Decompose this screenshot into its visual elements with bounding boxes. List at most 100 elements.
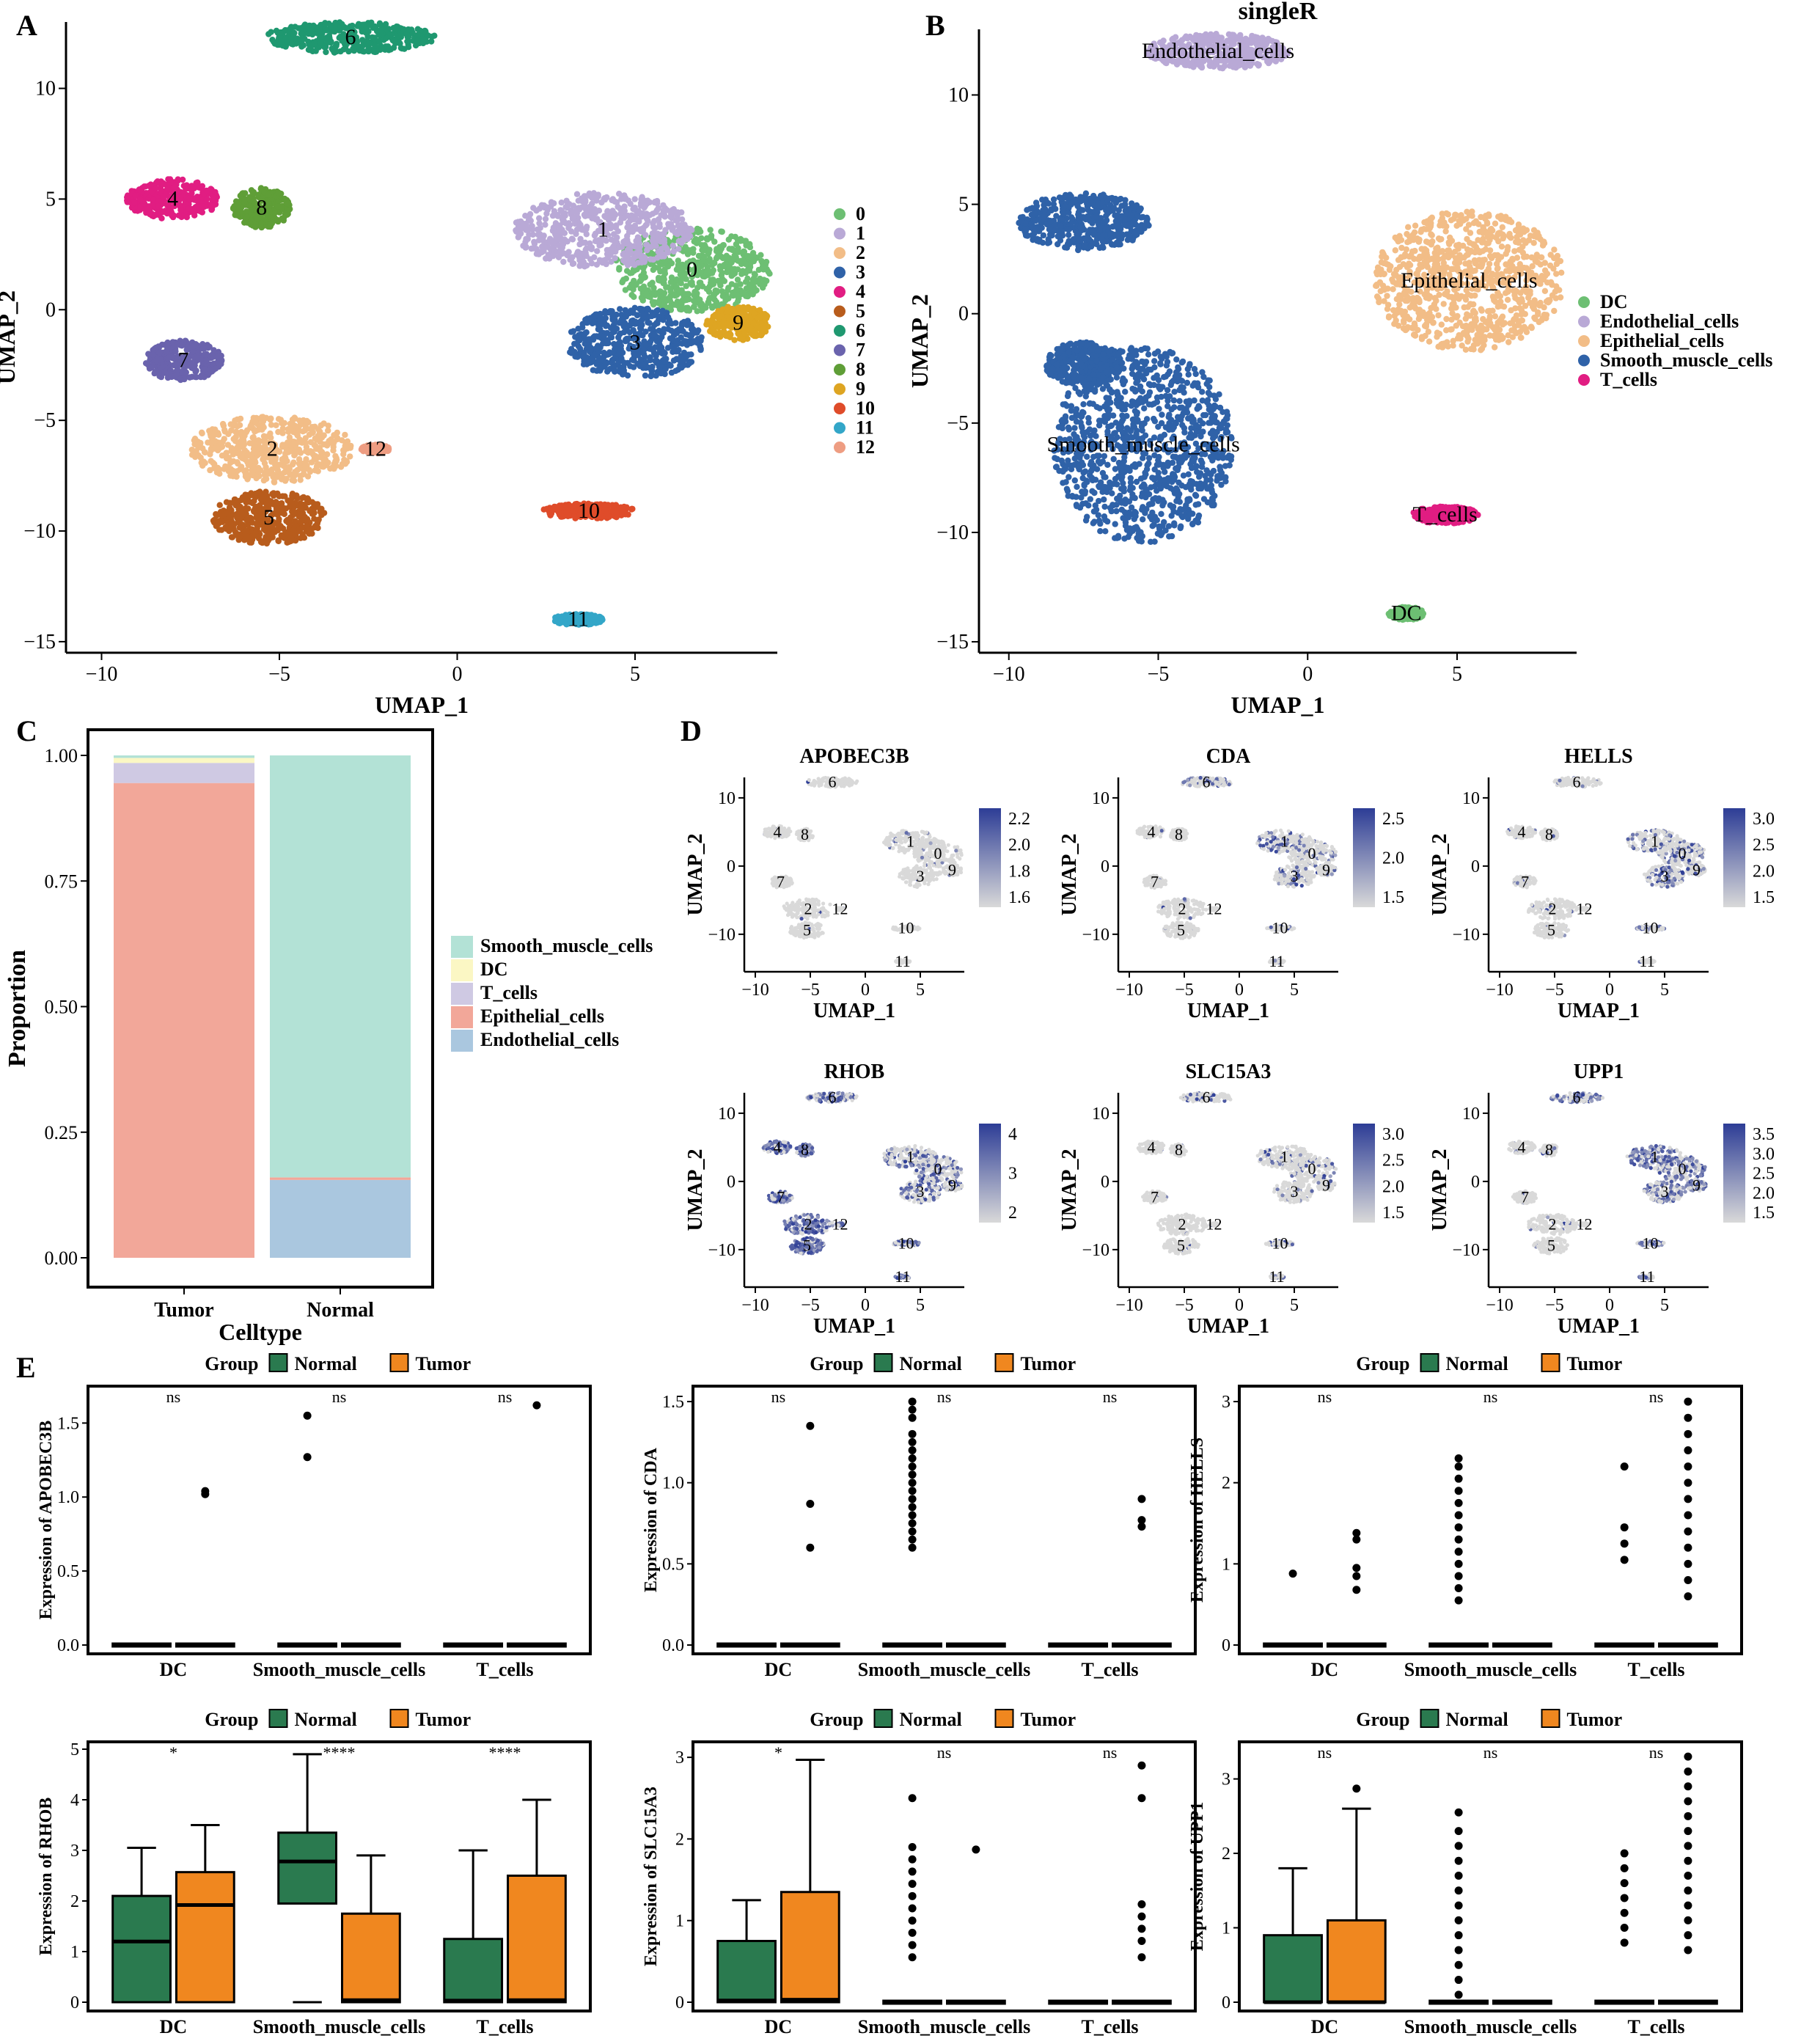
cell-point: [188, 452, 196, 458]
cell-point: [591, 254, 598, 260]
cell-point: [664, 320, 672, 327]
cell-point: [285, 439, 291, 446]
cell-point: [568, 350, 575, 356]
cell-point: [643, 293, 650, 299]
cell-point: [620, 251, 626, 258]
cell-point: [740, 290, 747, 296]
cell-point: [660, 202, 667, 209]
cell-point: [569, 236, 576, 243]
cell-point: [735, 257, 741, 264]
cell-point: [312, 423, 318, 430]
cell-point: [298, 43, 305, 50]
cell-point: [304, 417, 310, 425]
y-tick-label: 10: [35, 78, 56, 100]
cell-point: [745, 266, 752, 274]
cell-point: [316, 34, 323, 41]
cell-point: [277, 417, 285, 423]
cell-point: [661, 270, 669, 277]
cell-point: [640, 265, 647, 271]
cell-point: [607, 325, 615, 331]
y-tick-label: 10: [948, 84, 969, 106]
cell-point: [210, 354, 216, 360]
cell-point: [365, 40, 373, 47]
cell-point: [628, 281, 636, 287]
cell-point: [612, 224, 619, 231]
cell-point: [216, 502, 223, 508]
cell-point: [243, 213, 250, 221]
cell-point: [602, 315, 609, 321]
cell-point: [305, 30, 312, 37]
cell-point: [640, 269, 648, 276]
cell-point: [279, 456, 285, 463]
cell-point: [635, 235, 642, 241]
cluster-label: 8: [256, 195, 267, 219]
legend-label: 1: [856, 223, 865, 244]
cell-point: [589, 215, 595, 221]
cell-point: [653, 243, 659, 249]
cell-point: [659, 307, 666, 314]
legend-key: [834, 247, 846, 259]
cell-point: [560, 219, 566, 226]
cell-point: [538, 202, 546, 208]
cell-point: [649, 346, 656, 353]
cell-point: [323, 27, 330, 34]
cell-point: [557, 245, 564, 252]
cell-point: [715, 277, 722, 285]
cell-point: [186, 195, 193, 202]
cell-point: [641, 274, 648, 281]
cell-point: [590, 319, 597, 326]
cell-point: [279, 38, 285, 45]
cell-point: [153, 185, 159, 192]
legend-label: 11: [856, 417, 874, 439]
legend-label: 6: [856, 320, 865, 341]
cell-point: [145, 351, 152, 357]
cell-point: [735, 298, 741, 304]
cell-point: [668, 274, 675, 281]
cell-point: [198, 429, 205, 436]
cell-point: [259, 539, 265, 546]
cell-point: [624, 239, 631, 246]
cell-point: [663, 284, 670, 290]
cell-point: [697, 346, 704, 354]
cell-point: [239, 455, 246, 461]
cell-point: [533, 251, 540, 257]
cell-point: [679, 261, 686, 268]
cell-point: [328, 438, 335, 444]
cell-point: [683, 342, 691, 348]
cell-point: [651, 199, 658, 206]
cell-point: [209, 196, 216, 203]
cell-point: [611, 211, 617, 218]
cell-point: [185, 205, 191, 212]
cell-point: [684, 251, 692, 257]
cell-point: [274, 216, 281, 224]
cell-point: [210, 517, 217, 524]
cell-point: [750, 257, 758, 265]
cell-point: [757, 307, 763, 313]
cell-point: [699, 283, 706, 290]
legend-label: 12: [856, 436, 875, 458]
cell-point: [124, 199, 131, 205]
cell-point: [692, 290, 698, 296]
cell-point: [706, 246, 713, 253]
cell-point: [289, 477, 296, 483]
cell-point: [305, 526, 312, 532]
cell-point: [597, 614, 604, 621]
cell-point: [761, 315, 769, 321]
cluster-label: 5: [263, 505, 274, 530]
cell-point: [546, 235, 554, 242]
cell-point: [326, 21, 332, 27]
cell-point: [734, 266, 741, 273]
cell-point: [706, 296, 713, 303]
cell-point: [230, 473, 236, 480]
cell-point: [629, 260, 636, 267]
cluster-label: 12: [364, 436, 386, 461]
cell-point: [573, 191, 581, 197]
cell-point: [280, 214, 287, 221]
cell-point: [671, 331, 678, 338]
cell-point: [267, 221, 274, 228]
cell-point: [688, 321, 695, 329]
cell-point: [281, 510, 287, 518]
cell-point: [678, 326, 684, 333]
cell-point: [650, 331, 656, 338]
